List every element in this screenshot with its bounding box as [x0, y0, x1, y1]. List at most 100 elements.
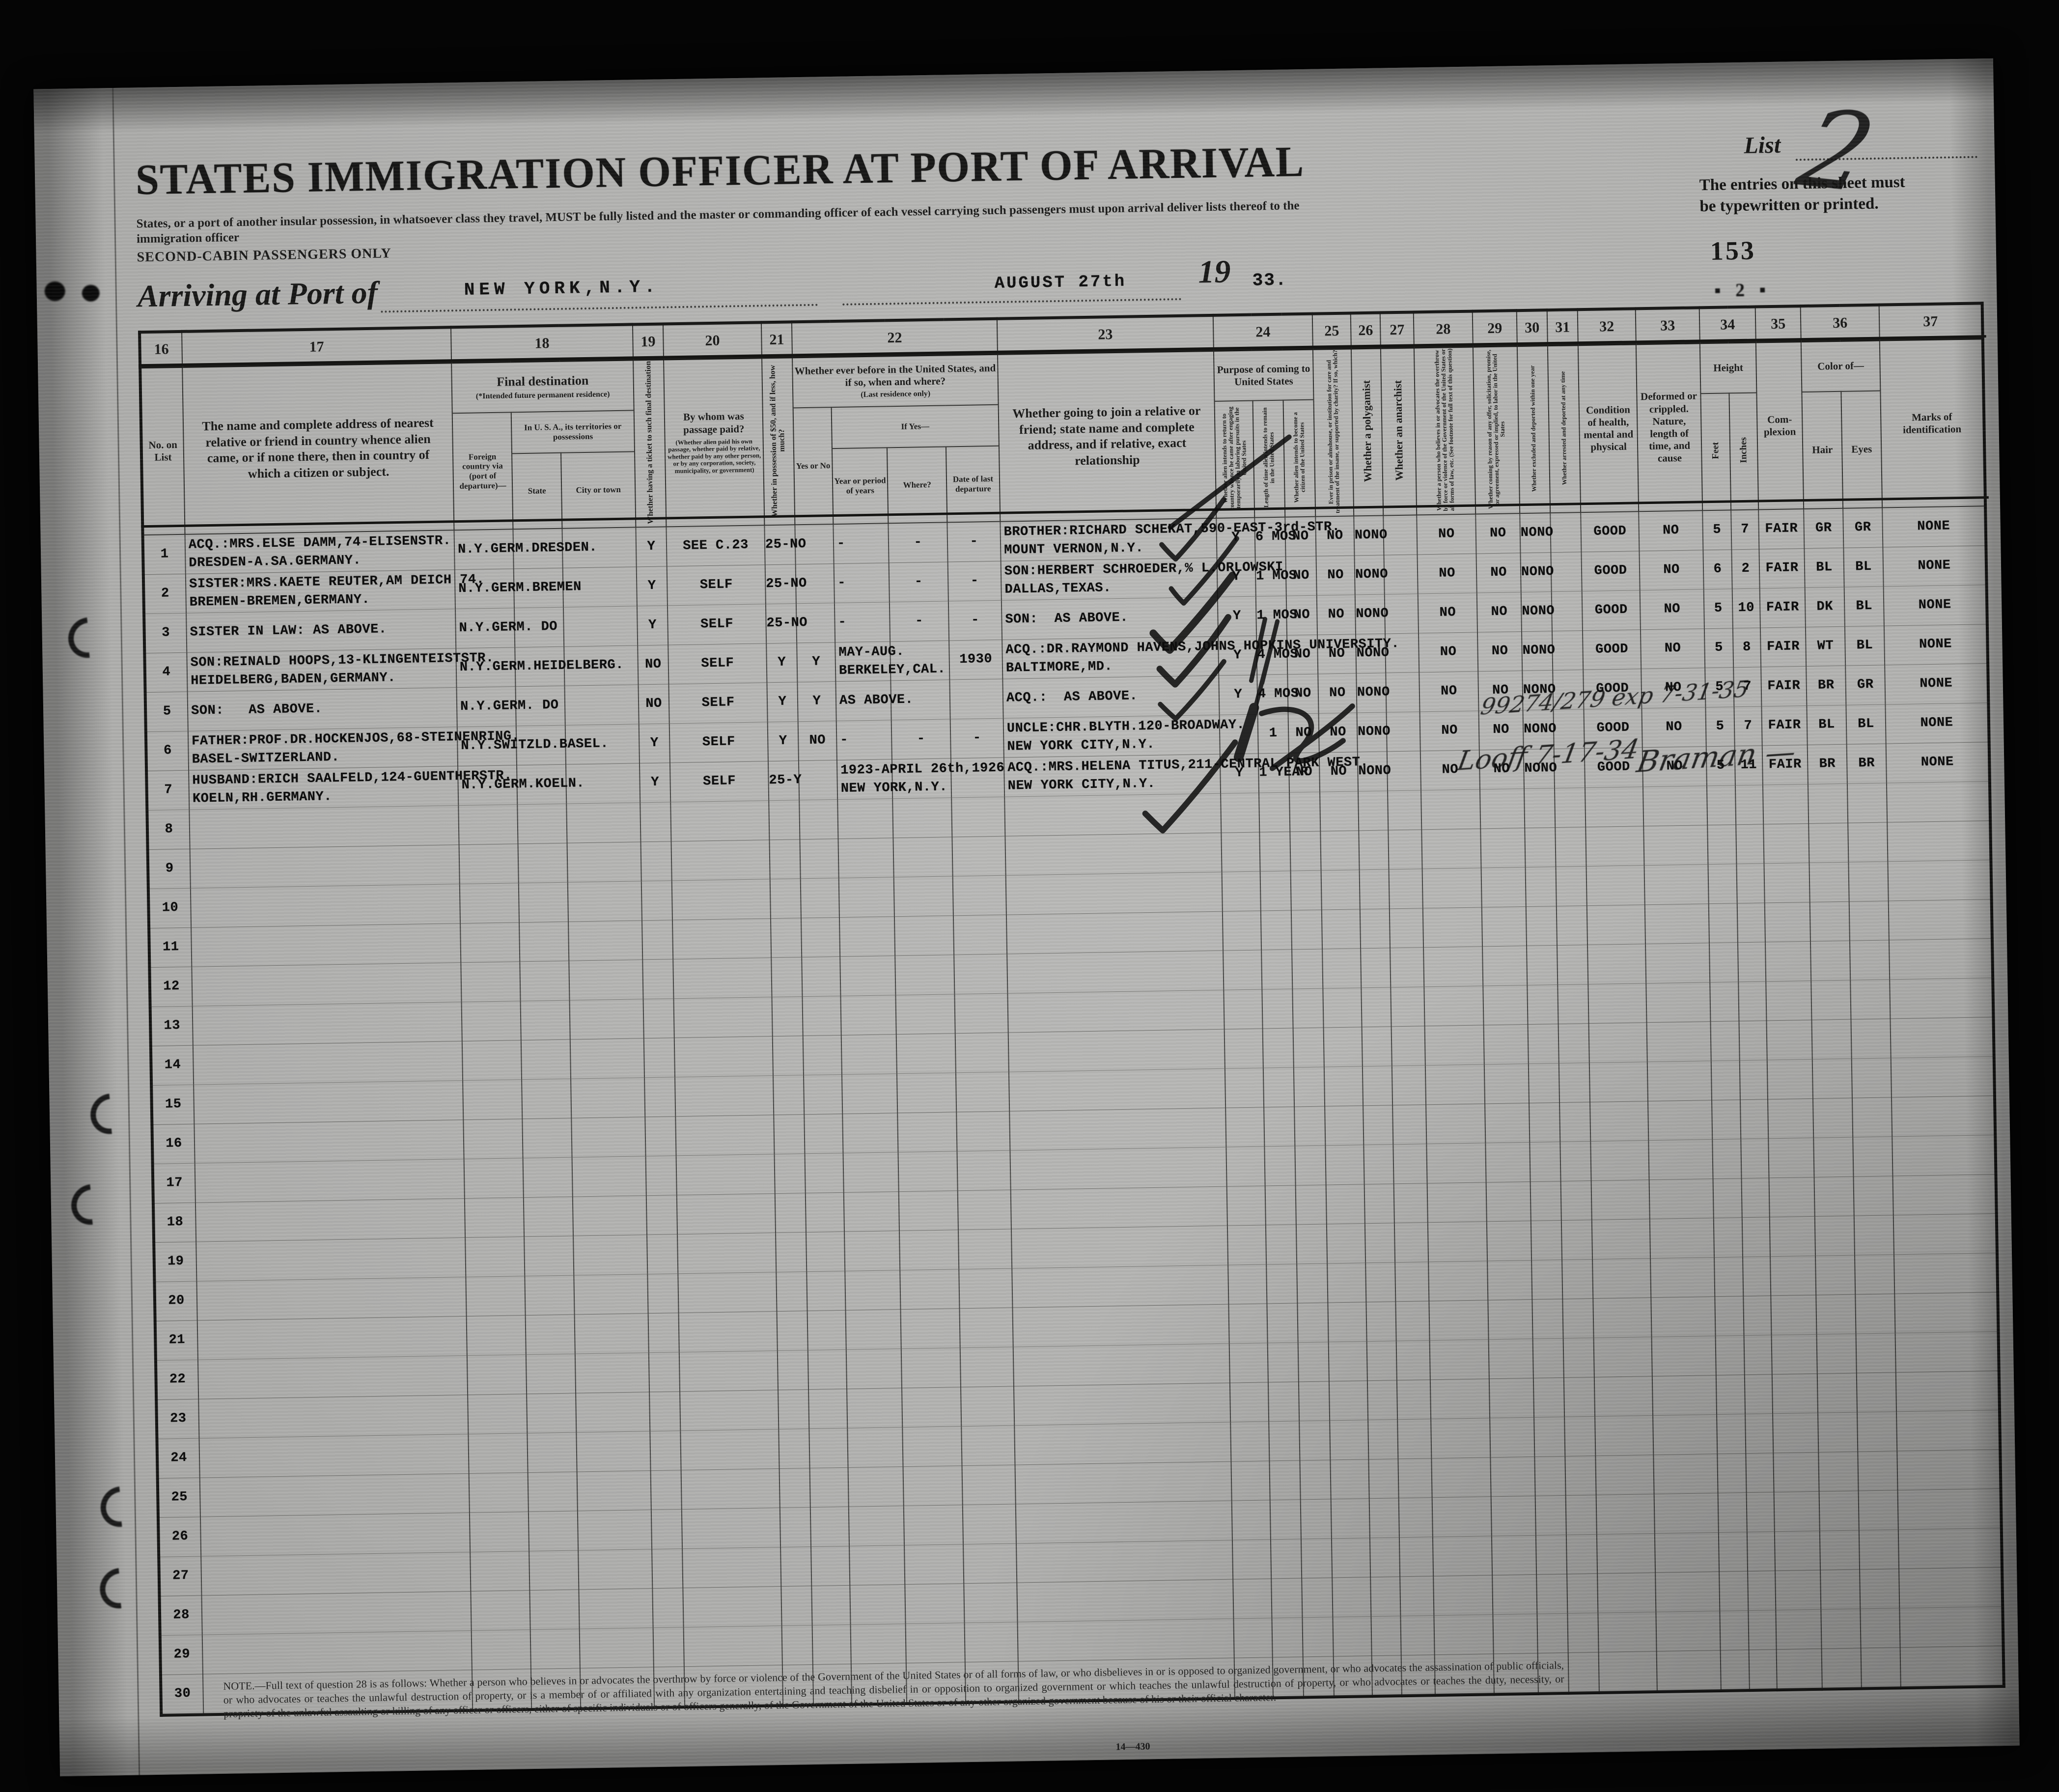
typed-entry: NO: [1663, 562, 1680, 578]
form-number: 14—430: [1115, 1741, 1150, 1753]
manifest-table-wrap: 16 17 18 19 20 21 22 23 24 25 26 27 28 2…: [138, 302, 2007, 1717]
header-overthrow: Whether a person who believes in or advo…: [1414, 346, 1476, 515]
col-number: 29: [1472, 310, 1517, 347]
typed-entry: NO: [1292, 529, 1309, 544]
typed-entry: -: [971, 613, 980, 628]
header-inches: Inches: [1729, 392, 1759, 510]
typed-entry: 8: [165, 822, 173, 837]
typed-entry: 1: [1269, 726, 1278, 741]
typed-entry: SON: AS ABOVE.: [1005, 610, 1129, 627]
typed-entry: 7: [1741, 522, 1750, 537]
header-final-destination: Final destination (*Intended future perm…: [451, 359, 634, 414]
typed-entry: Y: [812, 694, 821, 709]
typed-entry: 25: [171, 1489, 188, 1505]
typed-entry: BR: [1817, 678, 1835, 693]
typed-entry: NO: [1490, 565, 1507, 581]
typed-entry: NONE: [1918, 558, 1951, 574]
typed-entry: NO: [645, 696, 663, 712]
typed-entry: MAY-AUG. BERKELEY,CAL.: [838, 644, 946, 678]
typed-entry: -: [915, 614, 924, 629]
typed-entry: 28: [173, 1607, 190, 1623]
typed-entry: GOOD: [1595, 642, 1629, 657]
header-purpose: Purpose of coming to United States: [1213, 349, 1314, 401]
typed-entry: Y: [1231, 530, 1240, 545]
header-excluded: Whether excluded and deported within one…: [1517, 345, 1551, 514]
typed-entry: 7: [164, 783, 173, 798]
typed-entry: NONO: [1358, 763, 1391, 779]
typed-entry: N.Y.GERM. DO: [459, 619, 558, 636]
typed-entry: NO: [1665, 680, 1682, 696]
typed-entry: 10: [162, 900, 179, 916]
typed-entry: Y: [1232, 609, 1241, 624]
typed-entry: NONO: [1355, 567, 1389, 583]
punch-hole: [82, 284, 100, 302]
typed-entry: BL: [1818, 717, 1835, 732]
typed-entry: 3: [162, 625, 170, 641]
document-paper: STATES IMMIGRATION OFFICER AT PORT OF AR…: [33, 58, 2020, 1777]
typed-entry: 25-NO: [766, 615, 808, 631]
typed-entry: NONE: [1919, 637, 1952, 652]
typed-entry: 4 MOS: [1257, 686, 1299, 702]
typed-entry: 6: [163, 743, 172, 758]
typed-entry: FAIR: [1765, 521, 1798, 537]
typed-entry: GOOD: [1593, 524, 1627, 539]
typed-entry: NONO: [1524, 760, 1558, 777]
typed-entry: 1930: [959, 652, 993, 668]
typed-entry: 23: [169, 1411, 187, 1427]
typed-entry: 2: [161, 586, 170, 601]
typed-entry: SELF: [699, 577, 733, 593]
header-purpose-return: Whether alien intends to return to count…: [1214, 400, 1255, 518]
typed-entry: SELF: [701, 656, 734, 672]
typed-entry: NONO: [1354, 528, 1388, 543]
typed-entry: NONO: [1523, 722, 1557, 737]
typed-entry: AS ABOVE.: [839, 692, 914, 708]
col-number: 21: [761, 322, 793, 358]
typed-entry: Y: [812, 654, 821, 670]
typed-entry: NONO: [1356, 606, 1389, 622]
typed-entry: 1 MOS: [1256, 608, 1298, 623]
typed-entry: N.Y.GERM.DRESDEN.: [457, 540, 598, 558]
typed-entry: 5: [1716, 758, 1725, 773]
arrival-date-value: AUGUST 27th: [994, 272, 1127, 293]
typed-entry: Y: [779, 733, 787, 749]
header-ticket: Whether having a ticket to such final de…: [633, 359, 667, 528]
typed-entry: -: [970, 573, 979, 588]
typed-entry: 25-NO: [766, 576, 807, 592]
header-prison: Ever in prison or almshouse, or institut…: [1312, 348, 1354, 517]
col-number: 36: [1800, 305, 1880, 341]
header-deformed: Deformed or crippled. Nature, length of …: [1636, 342, 1703, 512]
typed-entry: NO: [1330, 725, 1347, 740]
header-state: State: [512, 452, 562, 530]
typed-entry: FAIR: [1768, 718, 1801, 733]
typed-entry: BL: [1856, 638, 1873, 653]
col-number: 19: [632, 324, 664, 360]
typed-entry: 17: [166, 1176, 183, 1191]
typed-entry: BL: [1855, 559, 1872, 575]
typed-entry: SON:REINALD HOOPS,13-KLINGENTEISTSTR. HE…: [190, 650, 494, 689]
typed-entry: GOOD: [1596, 681, 1629, 697]
typed-entry: 5: [163, 704, 171, 719]
typed-entry: NONO: [1356, 645, 1390, 661]
col-number: 20: [663, 322, 762, 359]
header-date-last: Date of last departure: [946, 446, 1001, 523]
typed-entry: Y: [648, 617, 657, 633]
typed-entry: 19: [167, 1254, 184, 1269]
col-number: 25: [1312, 313, 1351, 349]
typed-entry: UNCLE:CHR.BLYTH.120-BROADWAY. NEW YORK C…: [1006, 717, 1245, 755]
typed-entry: BL: [1856, 598, 1873, 614]
typed-entry: SELF: [701, 695, 735, 711]
typed-entry: SELF: [702, 774, 736, 789]
typed-entry: NONE: [1918, 597, 1951, 613]
typed-entry: NO: [1489, 526, 1506, 541]
typed-entry: 20: [168, 1293, 185, 1309]
col-number: 30: [1516, 310, 1548, 346]
header-polygamist: Whether a polygamist: [1351, 348, 1384, 516]
typed-entry: Y: [647, 578, 656, 594]
typed-entry: SON:HERBERT SCHROEDER,% L.ORLOWSKI DALLA…: [1004, 560, 1283, 597]
typed-entry: 16: [166, 1136, 182, 1151]
typed-entry: SISTER IN LAW: AS ABOVE.: [190, 622, 387, 640]
col-number: 34: [1699, 307, 1756, 343]
typed-entry: NONE: [1920, 715, 1953, 731]
typed-entry: NONO: [1520, 525, 1554, 541]
typed-entry: -: [970, 534, 978, 549]
